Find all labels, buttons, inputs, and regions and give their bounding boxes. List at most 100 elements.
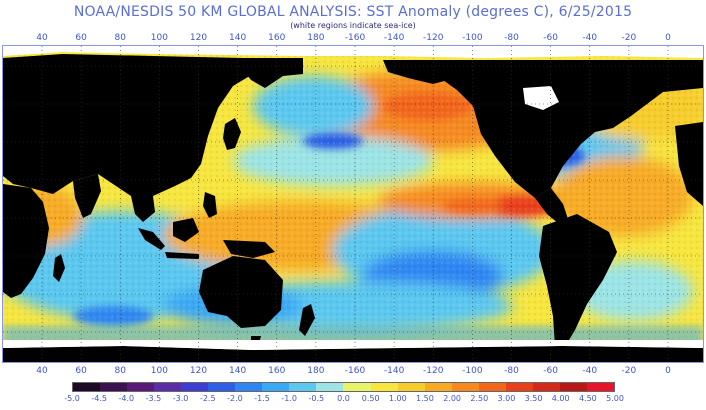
colorbar-segment (154, 383, 182, 391)
colorbar-segment (343, 383, 371, 391)
colorbar-tick-label: -4.5 (91, 394, 107, 403)
longitude-tick-label: 40 (36, 366, 48, 376)
colorbar-segment (478, 383, 506, 391)
longitude-tick-label: 100 (150, 33, 168, 43)
colorbar-tick-label: 4.50 (578, 394, 597, 403)
colorbar-segment (370, 383, 398, 391)
longitude-tick-label: 160 (268, 33, 286, 43)
colorbar-tick-label: -2.0 (227, 394, 243, 403)
colorbar-tick-label: -0.5 (308, 394, 325, 403)
colorbar-tick-label: 3.00 (497, 394, 516, 403)
longitude-tick-label: -100 (462, 366, 483, 376)
longitude-tick-label: -80 (504, 366, 519, 376)
colorbar-segment (100, 383, 128, 391)
map-gridlines (3, 46, 703, 362)
longitude-tick-label: 40 (36, 33, 48, 43)
land-northeast-asia (233, 58, 303, 88)
colorbar-tick-label: -3.5 (145, 394, 162, 403)
colorbar-segment (532, 383, 560, 391)
longitude-tick-label: 160 (268, 366, 286, 376)
land-java (165, 252, 199, 259)
colorbar-tick-label: -3.0 (172, 394, 189, 403)
land-australia (199, 256, 283, 328)
land-new-zealand (299, 304, 315, 336)
colorbar-tick-label: 2.50 (470, 394, 489, 403)
longitude-tick-label: -80 (504, 33, 519, 43)
colorbar-segment (397, 383, 425, 391)
longitude-tick-label: 180 (307, 366, 325, 376)
anomaly-colorbar (72, 382, 615, 392)
longitude-tick-label: -40 (582, 33, 598, 43)
colorbar-tick-label: 0.0 (337, 394, 350, 403)
land-madagascar (53, 254, 65, 282)
longitude-tick-label: -60 (543, 366, 558, 376)
land-borneo (173, 218, 199, 242)
colorbar-segment (181, 383, 209, 391)
longitude-tick-label: 140 (229, 366, 247, 376)
sea-ice-antarctic (3, 340, 703, 350)
longitude-tick-label: 100 (150, 366, 168, 376)
longitude-axis-top: 40 60 80 100 120 140 160 180 -160 -140 -120 -100 -80… (0, 33, 706, 45)
colorbar-scale-labels: -5.0 -4.5 -4.0 -3.5 -3.0 -2.5 -2.0 -1.5 -1.0 -0.5… (0, 394, 706, 406)
longitude-tick-label: 80 (114, 33, 126, 43)
land-central-america (535, 188, 569, 224)
colorbar-segment (127, 383, 155, 391)
colorbar-segment (559, 383, 587, 391)
longitude-tick-label: 180 (307, 33, 325, 43)
colorbar-segment (235, 383, 263, 391)
colorbar-tick-label: -2.5 (199, 394, 216, 403)
colorbar-segment (505, 383, 533, 391)
colorbar-segment (208, 383, 236, 391)
land-antarctica (3, 346, 703, 362)
colorbar-segment (451, 383, 479, 391)
longitude-tick-label: 80 (114, 366, 126, 376)
colorbar-segment (424, 383, 452, 391)
colorbar-segment (316, 383, 344, 391)
longitude-tick-label: -40 (582, 366, 598, 376)
colorbar-tick-label: 4.00 (551, 394, 570, 403)
sst-anomaly-map (2, 45, 704, 363)
longitude-tick-label: -160 (344, 366, 366, 376)
longitude-tick-label: -160 (344, 33, 366, 43)
land-alaska (383, 60, 473, 84)
longitude-tick-label: -120 (423, 33, 444, 43)
colorbar-tick-label: -5.0 (64, 394, 80, 403)
land-masses (3, 54, 703, 362)
land-philippines (203, 192, 217, 218)
colorbar-segment (289, 383, 317, 391)
longitude-tick-label: -20 (621, 366, 637, 376)
longitude-tick-label: -140 (383, 366, 405, 376)
colorbar-tick-label: 1.50 (416, 394, 434, 403)
longitude-tick-label: 60 (75, 366, 87, 376)
colorbar-tick-label: 1.00 (388, 394, 407, 403)
longitude-tick-label: 140 (229, 33, 247, 43)
land-new-guinea (223, 240, 275, 258)
map-subtitle: (white regions indicate sea-ice) (290, 21, 416, 30)
land-eurasia (3, 54, 253, 196)
sea-ice-arctic-left (3, 46, 303, 56)
colorbar-tick-label: 3.50 (524, 394, 543, 403)
longitude-tick-label: -60 (543, 33, 558, 43)
map-title: NOAA/NESDIS 50 KM GLOBAL ANALYSIS: SST A… (73, 4, 633, 20)
longitude-tick-label: 0 (665, 366, 671, 376)
longitude-tick-label: 60 (75, 33, 87, 43)
land-africa (3, 184, 49, 298)
longitude-tick-label: 120 (189, 366, 208, 376)
colorbar-tick-label: 5.00 (606, 394, 624, 403)
colorbar-segment (586, 383, 614, 391)
longitude-tick-label: -100 (462, 33, 483, 43)
longitude-tick-label: 0 (665, 33, 671, 43)
colorbar-tick-label: -1.5 (254, 394, 270, 403)
land-sumatra (138, 228, 165, 250)
land-europe (675, 122, 703, 206)
land-southeast-asia (131, 196, 155, 222)
land-greenland (593, 60, 663, 98)
land-india (73, 174, 101, 218)
colorbar-tick-label: 0.50 (361, 394, 380, 403)
sea-ice (3, 46, 703, 350)
longitude-tick-label: -20 (621, 33, 637, 43)
colorbar-segment (262, 383, 290, 391)
longitude-tick-label: -140 (383, 33, 405, 43)
colorbar-segment (73, 383, 101, 391)
longitude-tick-label: -120 (423, 366, 444, 376)
